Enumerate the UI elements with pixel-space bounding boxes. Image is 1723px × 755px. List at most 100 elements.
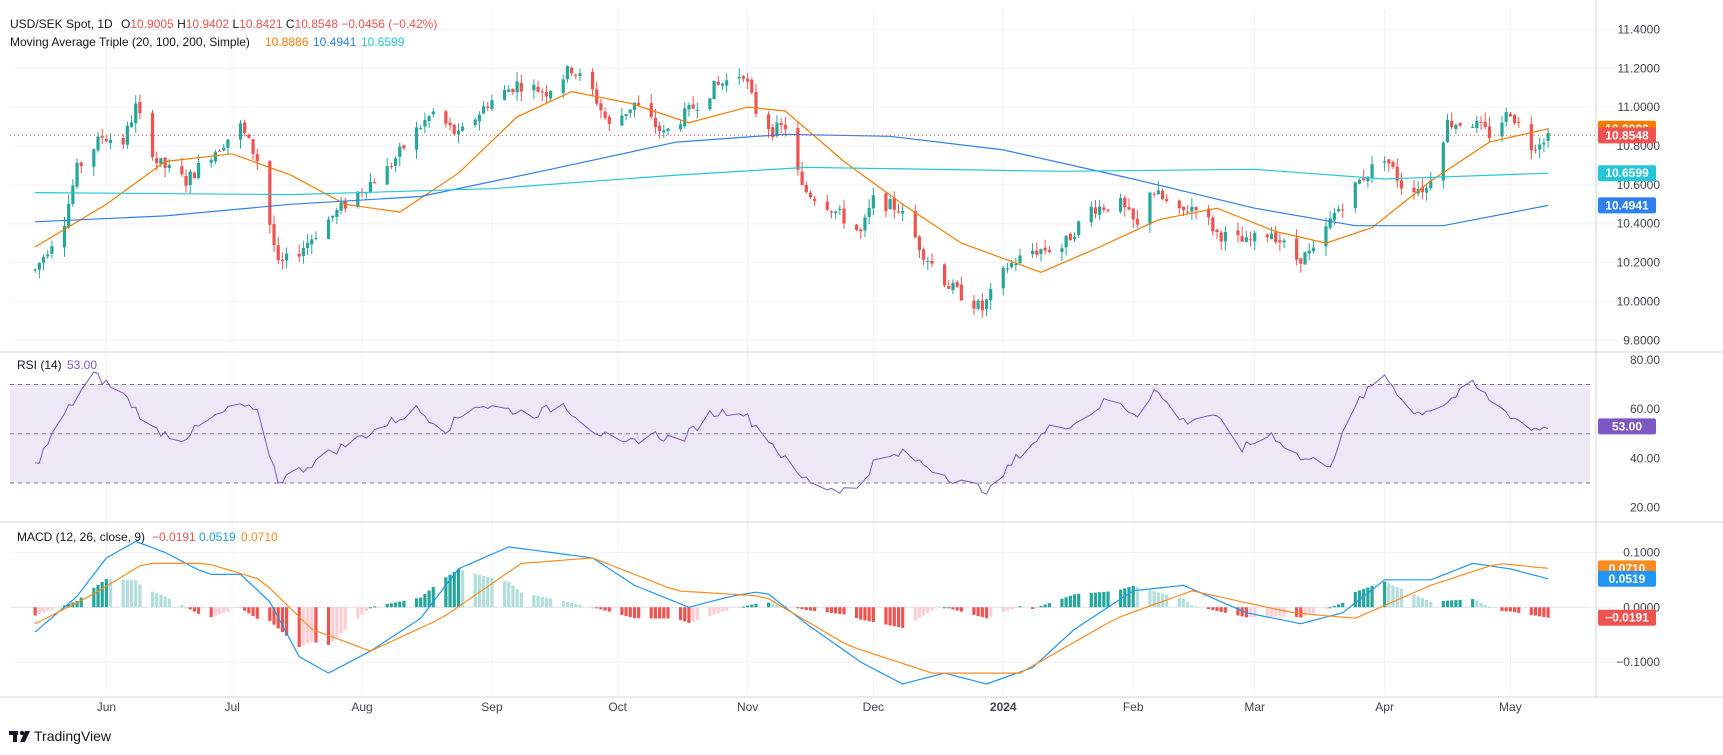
macd-hist-bar: [37, 607, 41, 615]
macd-hist-bar: [247, 607, 251, 614]
candle: [1341, 203, 1345, 218]
macd-hist-bar: [859, 607, 863, 620]
candle: [984, 298, 989, 317]
macd-hist-bar: [75, 600, 79, 608]
candle-body: [519, 82, 523, 92]
candle: [50, 240, 54, 259]
candle-body: [569, 67, 574, 74]
last-price-badge-text: 10.8548: [1605, 128, 1649, 142]
macd-hist-bar: [96, 584, 100, 608]
macd-hist-bar: [1123, 588, 1127, 608]
candle: [385, 157, 389, 185]
candle: [511, 88, 515, 96]
ohlc-key: C: [286, 17, 295, 31]
candle-body: [104, 139, 108, 142]
candle: [565, 65, 570, 83]
macd-hist-bar: [1131, 585, 1135, 608]
macd-hist-bar: [746, 605, 750, 608]
candle: [532, 79, 536, 100]
candle: [238, 120, 243, 149]
macd-hist-badge-text: −0.0191: [1605, 611, 1649, 625]
candle-body: [603, 111, 607, 118]
candle-body: [67, 203, 71, 228]
candle: [108, 133, 113, 150]
candle-body: [842, 208, 846, 224]
macd-hist-bar: [461, 570, 465, 608]
candle: [192, 171, 197, 179]
candle-body: [1119, 198, 1123, 212]
candle-body: [444, 111, 448, 124]
candle-body: [1504, 112, 1508, 122]
macd-hist-bar: [871, 607, 875, 623]
macd-hist-bar: [285, 607, 289, 636]
candle: [33, 268, 37, 273]
candle: [1098, 199, 1102, 221]
macd-hist-bar: [1353, 591, 1357, 608]
macd-hist-bar: [1383, 581, 1387, 608]
candle: [683, 102, 687, 129]
candle-body: [1303, 252, 1307, 265]
macd-hist-bar: [637, 607, 641, 619]
macd-tick-label: −0.1000: [1616, 655, 1660, 669]
macd-hist-value: −0.0191: [152, 530, 196, 544]
macd-hist-bar: [1454, 600, 1458, 608]
candle: [544, 85, 549, 104]
tradingview-logo-text: TradingView: [34, 728, 112, 744]
candle: [1383, 156, 1387, 172]
macd-hist-bar: [1542, 607, 1546, 618]
macd-hist-bar: [184, 607, 188, 609]
candle-body: [180, 166, 184, 175]
candle-body: [989, 289, 993, 301]
candle-body: [1445, 119, 1450, 143]
macd-hist-bar: [326, 607, 331, 645]
candle-body: [1370, 164, 1374, 178]
macd-hist-bar: [1106, 591, 1110, 608]
macd-hist-bar: [804, 607, 808, 610]
macd-hist-bar: [368, 607, 373, 609]
candle: [783, 116, 787, 137]
candle-body: [1240, 236, 1244, 242]
macd-hist-bar: [213, 607, 217, 616]
chart-panes: [10, 65, 1596, 685]
macd-hist-bar: [628, 607, 632, 618]
candle-body: [343, 201, 347, 209]
candle-body: [326, 219, 331, 240]
candle: [1152, 191, 1156, 198]
macd-hist-bar: [1240, 607, 1244, 617]
candle-body: [867, 207, 871, 218]
candle: [46, 249, 50, 259]
candle: [1190, 197, 1194, 221]
macd-hist-bar: [678, 607, 683, 621]
candle: [695, 102, 699, 119]
candle-body: [1035, 250, 1039, 255]
candle-body: [783, 124, 787, 130]
candle-body: [1186, 211, 1190, 213]
macd-hist-bar: [1181, 598, 1186, 608]
candle-body: [1102, 207, 1106, 210]
candle-body: [1068, 233, 1072, 241]
macd-hist-bar: [913, 607, 917, 621]
macd-hist-bar: [561, 601, 565, 608]
macd-hist-bar: [456, 569, 461, 608]
candle-body: [335, 209, 339, 217]
macd-hist-bar: [712, 607, 716, 615]
macd-hist-bar: [121, 579, 125, 608]
macd-hist-bar: [159, 594, 163, 608]
candle-body: [926, 260, 930, 262]
candle: [1282, 237, 1286, 248]
tradingview-logo[interactable]: TradingView: [9, 728, 112, 744]
candle: [1064, 235, 1068, 256]
candle-body: [712, 80, 716, 100]
candle-body: [276, 245, 280, 261]
candle-body: [129, 122, 134, 127]
macd-hist-bar: [800, 607, 804, 610]
candle-body: [1211, 217, 1215, 232]
candle: [217, 149, 222, 152]
macd-hist-bar: [180, 605, 184, 608]
macd-hist-bar: [1165, 594, 1169, 608]
macd-hist-bar: [1236, 607, 1240, 616]
macd-hist-bar: [343, 607, 347, 630]
candle: [1357, 178, 1362, 185]
candles: [33, 65, 1550, 318]
